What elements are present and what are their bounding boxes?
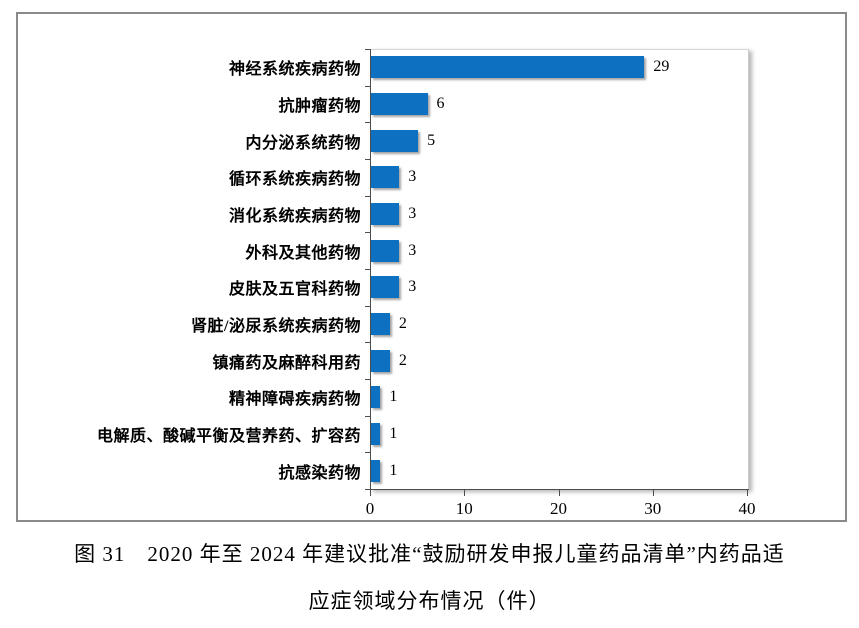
- category-axis-tick: [365, 232, 371, 234]
- bar: [371, 422, 381, 445]
- chart-row: 抗感染药物 1: [18, 452, 845, 489]
- category-axis-tick: [365, 122, 371, 124]
- bar-track: 2: [370, 342, 748, 379]
- value-axis-tick: [652, 490, 654, 496]
- bar-rows: 神经系统疾病药物 29 抗肿瘤药物 6 内分泌系统药物 5 循环系统疾病药物 3 消化系统疾病药…: [18, 49, 845, 489]
- category-label: 皮肤及五官科药物: [228, 281, 361, 299]
- value-axis-tick: [558, 490, 560, 496]
- category-axis-tick: [365, 195, 371, 197]
- bar: [371, 202, 400, 225]
- data-label: 29: [653, 58, 670, 76]
- chart-row: 皮肤及五官科药物 3: [18, 269, 845, 306]
- data-label: 3: [408, 241, 417, 259]
- value-axis-tick-label: 30: [644, 499, 662, 518]
- value-axis-tick-label: 0: [365, 499, 375, 518]
- data-label: 3: [408, 168, 417, 186]
- bar-track: 2: [370, 306, 748, 343]
- category-axis-tick: [365, 489, 371, 490]
- data-label: 2: [398, 351, 407, 369]
- chart-row: 神经系统疾病药物 29: [18, 49, 845, 86]
- bar-track: 3: [370, 159, 748, 196]
- category-label: 电解质、酸碱平衡及营养药、扩容药: [96, 427, 361, 445]
- chart-row: 内分泌系统药物 5: [18, 122, 845, 159]
- data-label: 1: [389, 424, 398, 442]
- value-axis-tick: [370, 490, 371, 496]
- value-axis-tick-label: 20: [550, 499, 567, 518]
- category-label: 循环系统疾病药物: [228, 171, 361, 189]
- bar-track: 5: [370, 122, 748, 159]
- data-label: 1: [389, 461, 398, 479]
- category-label: 外科及其他药物: [245, 244, 361, 262]
- category-label: 消化系统疾病药物: [228, 207, 361, 225]
- data-label: 1: [389, 388, 398, 406]
- bar: [371, 312, 390, 335]
- caption-line-1: 图 31 2020 年至 2024 年建议批准“鼓励研发申报儿童药品清单”内药品…: [74, 542, 785, 566]
- bar: [371, 56, 645, 79]
- category-axis-tick: [365, 379, 371, 380]
- chart-row: 循环系统疾病药物 3: [18, 159, 845, 196]
- category-axis-tick: [365, 452, 371, 454]
- bar-track: 1: [370, 416, 748, 453]
- category-label: 镇痛药及麻醉科用药: [212, 354, 361, 372]
- figure-caption: 图 31 2020 年至 2024 年建议批准“鼓励研发申报儿童药品清单”内药品…: [0, 538, 859, 615]
- bar: [371, 166, 400, 189]
- category-axis-tick: [365, 415, 371, 417]
- chart-row: 电解质、酸碱平衡及营养药、扩容药 1: [18, 416, 845, 453]
- value-axis-tick: [747, 490, 748, 496]
- category-axis-tick: [365, 269, 371, 270]
- value-axis-tick: [464, 490, 466, 496]
- bar: [371, 386, 381, 409]
- chart-row: 肾脏/泌尿系统疾病药物 2: [18, 306, 845, 343]
- bar-track: 1: [370, 452, 748, 489]
- value-axis-tick-label: 10: [455, 499, 473, 518]
- data-label: 3: [408, 278, 417, 296]
- category-label: 内分泌系统药物: [245, 134, 361, 152]
- category-axis-tick: [365, 305, 371, 307]
- bar-track: 3: [370, 232, 748, 269]
- plot-area: [370, 49, 749, 490]
- bar: [371, 92, 428, 115]
- chart-figure: 神经系统疾病药物 29 抗肿瘤药物 6 内分泌系统药物 5 循环系统疾病药物 3 消化系统疾病药…: [16, 12, 847, 522]
- chart-row: 外科及其他药物 3: [18, 232, 845, 269]
- bar: [371, 349, 390, 372]
- caption-line-2: 应症领域分布情况（件）: [308, 589, 551, 613]
- data-label: 2: [398, 314, 407, 332]
- chart-row: 消化系统疾病药物 3: [18, 196, 845, 233]
- category-label: 肾脏/泌尿系统疾病药物: [191, 317, 361, 335]
- bar-track: 29: [370, 49, 748, 86]
- chart-row: 镇痛药及麻醉科用药 2: [18, 342, 845, 379]
- bar-track: 6: [370, 86, 748, 123]
- category-axis-tick: [365, 85, 371, 87]
- bar: [371, 129, 419, 152]
- bar-track: 1: [370, 379, 748, 416]
- category-axis-tick: [365, 49, 371, 50]
- data-label: 3: [408, 204, 417, 222]
- category-axis-tick: [365, 342, 371, 344]
- data-label: 6: [436, 94, 445, 112]
- bar: [371, 459, 381, 482]
- category-label: 神经系统疾病药物: [228, 61, 361, 79]
- data-label: 5: [427, 131, 436, 149]
- category-label: 抗肿瘤药物: [278, 97, 361, 115]
- category-label: 抗感染药物: [278, 464, 361, 482]
- bar: [371, 276, 400, 299]
- value-axis-tick-label: 40: [738, 499, 756, 518]
- bar-track: 3: [370, 269, 748, 306]
- category-label: 精神障碍疾病药物: [228, 391, 361, 409]
- chart-row: 抗肿瘤药物 6: [18, 86, 845, 123]
- value-axis-line: [370, 489, 749, 490]
- bar: [371, 239, 400, 262]
- chart-row: 精神障碍疾病药物 1: [18, 379, 845, 416]
- category-axis-tick: [365, 159, 371, 160]
- bar-track: 3: [370, 196, 748, 233]
